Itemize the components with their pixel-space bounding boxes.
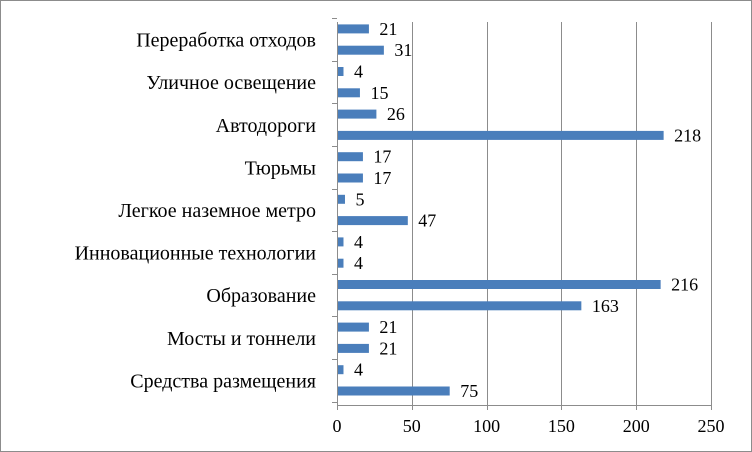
- data-label: 4: [354, 360, 363, 380]
- data-label: 4: [354, 62, 363, 82]
- bar: [337, 45, 384, 55]
- bar: [337, 386, 450, 396]
- bar: [337, 24, 369, 34]
- x-tick-label: 200: [623, 416, 650, 436]
- bar: [337, 237, 344, 247]
- bar: [337, 67, 344, 76]
- bar: [337, 88, 360, 98]
- bar: [337, 152, 363, 162]
- data-label: 218: [674, 125, 701, 145]
- labels: 0 50 100 150 200 2507542121163216444751717218…: [75, 19, 725, 436]
- data-label: 21: [379, 317, 397, 337]
- category-label: Инновационные технологии: [75, 243, 317, 265]
- data-label: 5: [355, 189, 364, 209]
- category-label: Образование: [206, 285, 316, 307]
- bar: [337, 280, 661, 289]
- grid-lines: [412, 22, 712, 405]
- bar: [337, 258, 344, 268]
- x-tick-label: 250: [698, 416, 725, 436]
- x-tick-label: 0: [333, 416, 342, 436]
- bar: [337, 343, 369, 353]
- x-tick-label: 100: [473, 416, 500, 436]
- data-label: 4: [354, 253, 363, 273]
- axes: [332, 18, 712, 410]
- data-label: 17: [373, 168, 391, 188]
- bar: [337, 365, 344, 375]
- bar: [337, 194, 345, 204]
- data-label: 21: [379, 338, 397, 358]
- data-label: 216: [671, 275, 698, 295]
- data-label: 75: [460, 381, 478, 401]
- bar: [337, 322, 369, 332]
- bars: [337, 24, 664, 396]
- data-label: 47: [418, 211, 436, 231]
- data-label: 15: [370, 83, 388, 103]
- data-label: 21: [379, 19, 397, 39]
- category-label: Автодороги: [216, 115, 317, 137]
- data-label: 26: [387, 104, 405, 124]
- category-label: Уличное освещение: [146, 72, 316, 94]
- bar: [337, 173, 363, 183]
- x-tick-label: 150: [548, 416, 575, 436]
- bar: [337, 216, 408, 226]
- category-label: Средства размещения: [130, 370, 316, 392]
- bar: [337, 130, 664, 140]
- category-label: Переработка отходов: [136, 30, 316, 52]
- data-label: 4: [354, 232, 363, 252]
- category-label: Легкое наземное метро: [118, 200, 316, 222]
- category-label: Тюрьмы: [245, 157, 316, 179]
- bar: [337, 109, 377, 119]
- data-label: 163: [592, 296, 619, 316]
- category-label: Мосты и тоннели: [167, 328, 316, 350]
- x-tick-label: 50: [403, 416, 421, 436]
- bar: [337, 301, 582, 311]
- data-label: 17: [373, 147, 391, 167]
- data-label: 31: [394, 40, 412, 60]
